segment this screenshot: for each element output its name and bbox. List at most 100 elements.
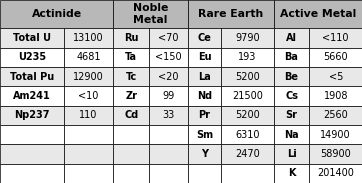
- Text: Al: Al: [286, 33, 297, 43]
- Text: 12900: 12900: [73, 72, 104, 82]
- Text: 201400: 201400: [317, 168, 354, 178]
- Text: Eu: Eu: [198, 52, 211, 62]
- Bar: [221, 86, 274, 106]
- Bar: [221, 164, 274, 183]
- Bar: [310, 144, 362, 164]
- Bar: [274, 164, 310, 183]
- Bar: [0, 28, 64, 48]
- Bar: [149, 164, 188, 183]
- Text: 14900: 14900: [320, 130, 351, 140]
- Text: Am241: Am241: [13, 91, 51, 101]
- Text: Ru: Ru: [124, 33, 139, 43]
- Text: 99: 99: [163, 91, 175, 101]
- Bar: [221, 48, 274, 67]
- Text: Cd: Cd: [124, 110, 138, 120]
- Text: <110: <110: [323, 33, 349, 43]
- Bar: [310, 67, 362, 86]
- Bar: [0, 67, 64, 86]
- Text: 13100: 13100: [73, 33, 104, 43]
- Text: Total U: Total U: [13, 33, 51, 43]
- Text: 21500: 21500: [232, 91, 263, 101]
- Bar: [64, 164, 113, 183]
- Text: Cs: Cs: [285, 91, 298, 101]
- Bar: [149, 48, 188, 67]
- Text: 9790: 9790: [235, 33, 260, 43]
- Bar: [64, 144, 113, 164]
- Bar: [113, 106, 149, 125]
- Bar: [221, 144, 274, 164]
- Bar: [113, 144, 149, 164]
- Text: 6310: 6310: [235, 130, 260, 140]
- Bar: [149, 144, 188, 164]
- Text: Ce: Ce: [198, 33, 211, 43]
- Text: Li: Li: [287, 149, 296, 159]
- Bar: [188, 125, 221, 144]
- Bar: [149, 67, 188, 86]
- Text: 1908: 1908: [324, 91, 348, 101]
- Bar: [64, 28, 113, 48]
- Bar: [64, 125, 113, 144]
- Text: <150: <150: [155, 52, 182, 62]
- Bar: [113, 67, 149, 86]
- Bar: [310, 48, 362, 67]
- Bar: [188, 67, 221, 86]
- Bar: [149, 125, 188, 144]
- Text: Noble
Metal: Noble Metal: [133, 3, 168, 25]
- Bar: [274, 48, 310, 67]
- Text: 2470: 2470: [235, 149, 260, 159]
- Text: 58900: 58900: [320, 149, 351, 159]
- Bar: [310, 125, 362, 144]
- Bar: [274, 106, 310, 125]
- Text: Zr: Zr: [125, 91, 137, 101]
- Bar: [274, 144, 310, 164]
- Bar: [310, 106, 362, 125]
- Text: 5660: 5660: [323, 52, 348, 62]
- Bar: [113, 164, 149, 183]
- Text: Y: Y: [201, 149, 208, 159]
- Text: K: K: [288, 168, 295, 178]
- Bar: [221, 106, 274, 125]
- Text: Sr: Sr: [286, 110, 298, 120]
- Text: Ta: Ta: [125, 52, 137, 62]
- Bar: [0, 144, 64, 164]
- Bar: [188, 86, 221, 106]
- Text: Sm: Sm: [196, 130, 213, 140]
- Bar: [113, 48, 149, 67]
- Text: <10: <10: [78, 91, 98, 101]
- Bar: [221, 67, 274, 86]
- Text: Na: Na: [284, 130, 299, 140]
- Bar: [149, 106, 188, 125]
- Text: 110: 110: [79, 110, 98, 120]
- Bar: [0, 125, 64, 144]
- Bar: [221, 28, 274, 48]
- Bar: [274, 125, 310, 144]
- Bar: [188, 48, 221, 67]
- Text: Rare Earth: Rare Earth: [198, 9, 264, 19]
- Text: 5200: 5200: [235, 72, 260, 82]
- Text: Nd: Nd: [197, 91, 212, 101]
- Text: Ba: Ba: [285, 52, 299, 62]
- Text: Active Metal: Active Metal: [280, 9, 356, 19]
- Text: Np237: Np237: [14, 110, 50, 120]
- Text: La: La: [198, 72, 211, 82]
- Bar: [113, 0, 188, 28]
- Text: 193: 193: [238, 52, 257, 62]
- Bar: [188, 144, 221, 164]
- Bar: [113, 28, 149, 48]
- Text: U235: U235: [18, 52, 46, 62]
- Bar: [64, 106, 113, 125]
- Bar: [310, 86, 362, 106]
- Bar: [0, 86, 64, 106]
- Bar: [113, 125, 149, 144]
- Bar: [0, 0, 113, 28]
- Text: 5200: 5200: [235, 110, 260, 120]
- Bar: [310, 164, 362, 183]
- Bar: [0, 164, 64, 183]
- Bar: [64, 48, 113, 67]
- Text: 33: 33: [163, 110, 175, 120]
- Bar: [64, 67, 113, 86]
- Text: <20: <20: [158, 72, 179, 82]
- Bar: [274, 67, 310, 86]
- Bar: [149, 86, 188, 106]
- Bar: [274, 28, 310, 48]
